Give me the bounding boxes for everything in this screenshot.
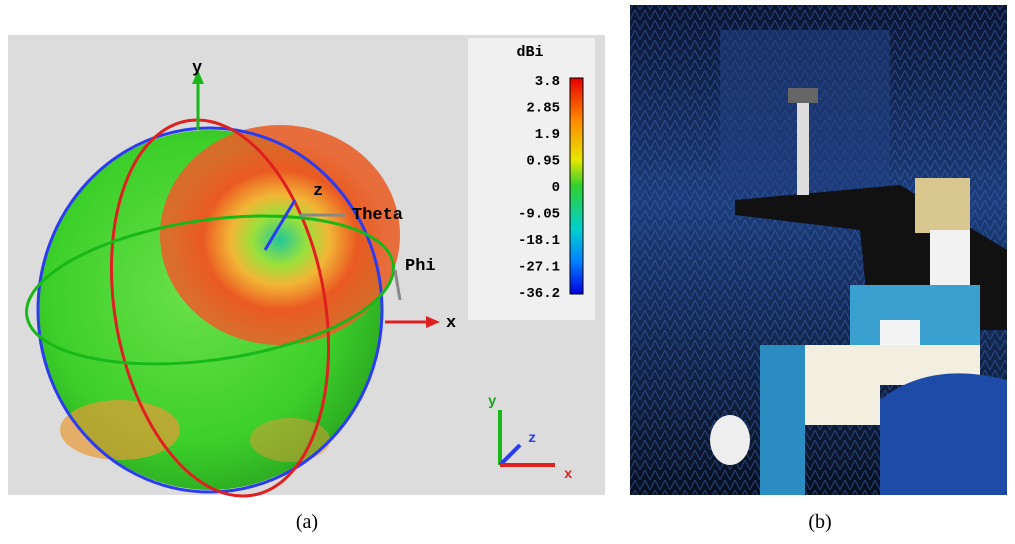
mini-y-label: y: [488, 394, 497, 410]
mini-z-label: z: [528, 431, 536, 447]
colorbar-tick-label: -18.1: [518, 233, 560, 249]
colorbar-tick-label: 1.9: [535, 127, 560, 143]
colorbar-tick-label: -9.05: [518, 207, 560, 223]
figure: y z Theta Phi x dBi 3.8 2.85 1.9 0.95 0 -9.05…: [0, 0, 1015, 544]
chamber-photo: [630, 5, 1007, 495]
caption-b: (b): [808, 511, 831, 533]
colorbar-tick-label: -27.1: [518, 260, 560, 276]
colorbar: [570, 78, 583, 294]
colorbar-title: dBi: [516, 44, 543, 61]
mini-x-label: x: [564, 467, 573, 483]
phi-label: Phi: [405, 257, 436, 276]
theta-label: Theta: [352, 206, 403, 225]
colorbar-tick-label: 3.8: [535, 74, 560, 90]
colorbar-tick-label: 2.85: [526, 101, 560, 117]
z-label: z: [313, 182, 323, 201]
colorbar-tick-label: 0: [552, 180, 560, 196]
x-label: x: [446, 314, 456, 333]
colorbar-tick-label: 0.95: [526, 154, 560, 170]
colorbar-tick-label: -36.2: [518, 286, 560, 302]
figure-canvas: y z Theta Phi x dBi 3.8 2.85 1.9 0.95 0 -9.05…: [0, 0, 1015, 544]
caption-a: (a): [296, 511, 318, 533]
y-label: y: [192, 59, 202, 78]
